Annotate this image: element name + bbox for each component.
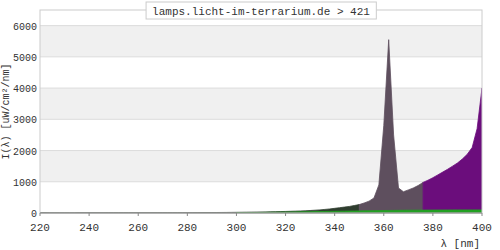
grid-line — [40, 150, 482, 151]
y-tick-label: 1000 — [13, 178, 37, 189]
grid-line — [40, 25, 482, 26]
x-tick-label: 320 — [276, 222, 296, 234]
x-tick-label: 360 — [374, 222, 394, 234]
x-tick-label: 240 — [79, 222, 99, 234]
x-tick — [236, 213, 237, 216]
plot-frame — [40, 10, 482, 213]
grid-line — [40, 56, 482, 57]
grid-line — [40, 213, 482, 214]
grid-line — [40, 119, 482, 120]
chart: 0 1000 2000 3000 4000 5000 6000 220 240 260 280 300… — [0, 0, 500, 250]
x-tick — [334, 213, 335, 216]
grid-band — [40, 88, 482, 119]
title-box — [146, 2, 376, 19]
x-tick — [383, 213, 384, 216]
x-tick — [187, 213, 188, 216]
x-tick-label: 340 — [325, 222, 345, 234]
y-tick-label: 3000 — [13, 115, 37, 126]
x-tick-label: 220 — [30, 222, 50, 234]
y-tick-label: 0 — [31, 209, 37, 220]
y-axis-label: I(λ) [uW/cm²/nm] — [1, 63, 12, 159]
x-tick — [89, 213, 90, 216]
x-tick-label: 280 — [177, 222, 197, 234]
x-tick-label: 300 — [227, 222, 247, 234]
spectrum-area — [423, 88, 482, 213]
y-tick-label: 5000 — [13, 53, 37, 64]
x-tick-label: 380 — [423, 222, 443, 234]
plot-area — [40, 40, 482, 213]
x-tick — [40, 213, 41, 216]
x-tick — [285, 213, 286, 216]
x-tick — [432, 213, 433, 216]
x-axis-label: λ [nm] — [440, 238, 480, 250]
grid-line — [40, 181, 482, 182]
y-tick-label: 4000 — [13, 84, 37, 95]
x-tick-label: 260 — [128, 222, 148, 234]
x-tick-label: 400 — [472, 222, 492, 234]
grid-line — [40, 88, 482, 89]
title-group: lamps.licht-im-terrarium.de > 421 — [146, 2, 376, 19]
x-tick — [482, 213, 483, 216]
x-tick — [138, 213, 139, 216]
x-axis — [40, 213, 482, 214]
y-tick-label: 2000 — [13, 147, 37, 158]
y-tick-label: 6000 — [13, 22, 37, 33]
grid-band — [40, 151, 482, 182]
grid-band — [40, 26, 482, 57]
spectrum-area — [359, 40, 423, 213]
title: lamps.licht-im-terrarium.de > 421 — [152, 6, 370, 18]
